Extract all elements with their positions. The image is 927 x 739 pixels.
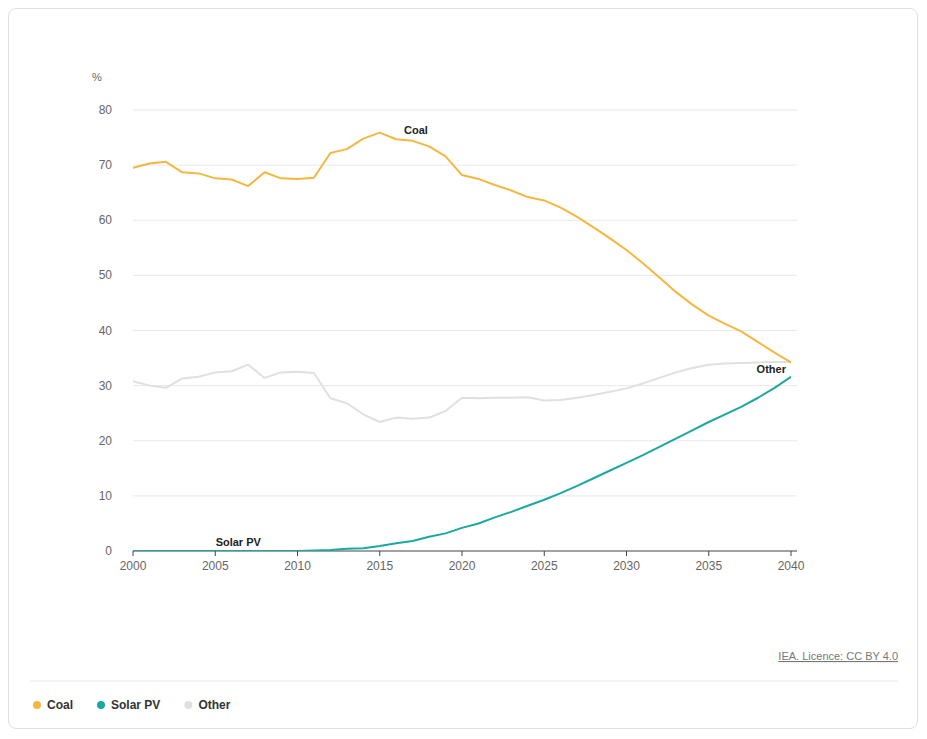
- legend-label: Other: [198, 698, 230, 712]
- y-unit: %: [92, 71, 102, 83]
- legend-marker: [97, 701, 105, 709]
- annotation: Solar PV: [216, 536, 262, 548]
- x-tick: [791, 551, 792, 556]
- plot-lines: [133, 133, 791, 551]
- annotation: Coal: [404, 124, 428, 136]
- source-link[interactable]: IEA. Licence: CC BY 4.0: [778, 650, 898, 662]
- y-tick-label: 30: [99, 379, 113, 393]
- y-tick-label: 70: [99, 158, 113, 172]
- x-tick: [626, 551, 627, 556]
- x-tick-label: 2025: [531, 559, 558, 573]
- y-tick-label: 20: [99, 434, 113, 448]
- legend-label: Coal: [47, 698, 73, 712]
- x-tick: [133, 551, 134, 556]
- x-tick-label: 2040: [778, 559, 805, 573]
- annotation: Other: [757, 363, 787, 375]
- y-tick-label: 60: [99, 213, 113, 227]
- x-tick-label: 2010: [284, 559, 311, 573]
- grid-line: [133, 440, 797, 441]
- y-tick-label: 10: [99, 489, 113, 503]
- separator: [30, 681, 898, 682]
- legend-marker: [184, 701, 192, 709]
- grid-line: [133, 220, 797, 221]
- x-tick: [297, 551, 298, 556]
- x-tick: [544, 551, 545, 556]
- x-tick-label: 2030: [613, 559, 640, 573]
- legend: Coal Solar PV Other: [33, 698, 231, 712]
- x-tick: [379, 551, 380, 556]
- grid-line: [133, 385, 797, 386]
- x-tick: [708, 551, 709, 556]
- series-line: [133, 377, 791, 551]
- y-tick-label: 40: [99, 324, 113, 338]
- x-tick-label: 2035: [695, 559, 722, 573]
- series-line: [133, 362, 791, 422]
- grid-line: [133, 330, 797, 331]
- grid-line: [133, 110, 797, 111]
- y-tick-label: 50: [99, 268, 113, 282]
- y-tick-label: 80: [99, 103, 113, 117]
- grid-line: [133, 275, 797, 276]
- x-tick: [462, 551, 463, 556]
- x-tick: [215, 551, 216, 556]
- grid-line: [133, 495, 797, 496]
- x-tick-label: 2000: [120, 559, 147, 573]
- x-tick-label: 2005: [202, 559, 229, 573]
- grid-line: [133, 165, 797, 166]
- y-tick-label: 0: [105, 544, 112, 558]
- series-line: [133, 133, 791, 363]
- x-tick-label: 2015: [366, 559, 393, 573]
- legend-marker: [33, 701, 41, 709]
- x-tick-label: 2020: [449, 559, 476, 573]
- chart: %010203040506070802000200520102015202020…: [0, 0, 927, 739]
- legend-label: Solar PV: [111, 698, 160, 712]
